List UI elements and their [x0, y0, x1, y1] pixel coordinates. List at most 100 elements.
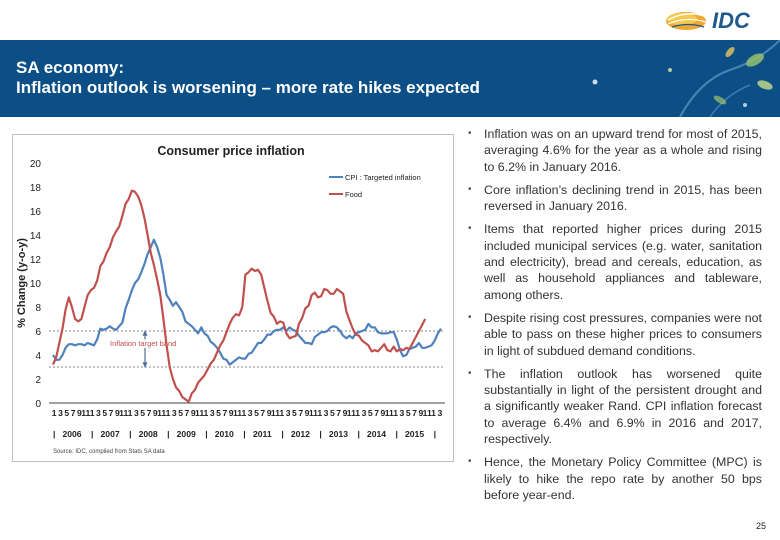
x-month-tick: 7	[412, 408, 417, 418]
year-separator: |	[129, 429, 131, 439]
x-year-label: 2014	[367, 429, 386, 439]
year-separator: |	[53, 429, 55, 439]
x-month-tick: 5	[330, 408, 335, 418]
chart-source: Source: IDC, compiled from Stats SA data	[53, 449, 165, 455]
x-month-tick: 9	[77, 408, 82, 418]
slide-title: SA economy: Inflation outlook is worseni…	[16, 58, 480, 98]
idc-logo-icon	[666, 12, 707, 30]
x-month-tick: 3	[286, 408, 291, 418]
x-month-tick: 7	[71, 408, 76, 418]
bullet-item: • Core inflation’s declining trend in 201…	[462, 182, 762, 215]
x-month-tick: 9	[381, 408, 386, 418]
y-tick-label: 16	[30, 207, 42, 218]
page-number: 25	[756, 521, 767, 531]
x-year-label: 2007	[101, 429, 120, 439]
cpi-chart-svg: Consumer price inflation 0 2 4 6 8 10 12 14 16 18 2…	[16, 144, 445, 455]
legend-label: CPI : Targeted inflation	[345, 173, 421, 182]
bullet-list: • Inflation was on an upward trend for mo…	[462, 126, 762, 510]
x-year-label: 2015	[405, 429, 424, 439]
x-month-tick: 7	[260, 408, 265, 418]
x-month-tick: 9	[153, 408, 158, 418]
x-month-tick: 5	[254, 408, 259, 418]
x-month-tick: 11	[271, 408, 280, 418]
year-separator: |	[434, 429, 436, 439]
x-month-tick: 11	[157, 408, 166, 418]
slide-title-line1: SA economy:	[16, 58, 125, 77]
y-tick-label: 20	[30, 159, 42, 170]
year-separator: |	[167, 429, 169, 439]
x-month-tick: 7	[147, 408, 152, 418]
x-month-tick: 3	[324, 408, 329, 418]
x-year-label: 2009	[177, 429, 196, 439]
x-month-tick: 9	[115, 408, 120, 418]
x-month-tick: 9	[191, 408, 196, 418]
x-month-tick: 11	[385, 408, 394, 418]
x-month-tick: 11	[81, 408, 90, 418]
x-month-tick: 5	[140, 408, 145, 418]
x-year-label: 2006	[62, 429, 81, 439]
x-month-tick: 3	[96, 408, 101, 418]
x-month-tick: 7	[298, 408, 303, 418]
year-separator: |	[319, 429, 321, 439]
series-line-food	[51, 189, 427, 403]
bullet-marker: •	[468, 128, 472, 139]
x-month-tick: 5	[216, 408, 221, 418]
x-month-tick: 9	[229, 408, 234, 418]
x-month-tick: 1	[166, 408, 171, 418]
x-year-label: 2010	[215, 429, 234, 439]
title-banner: SA economy: Inflation outlook is worseni…	[0, 40, 780, 117]
bullet-marker: •	[468, 367, 472, 379]
y-tick-label: 8	[35, 303, 41, 314]
y-axis-label: % Change (y-o-y)	[16, 238, 28, 328]
x-month-tick: 7	[109, 408, 114, 418]
x-month-tick: 5	[406, 408, 411, 418]
x-month-tick: 1	[128, 408, 133, 418]
annotation-arrowhead-up	[142, 330, 148, 336]
slide-title-line2: Inflation outlook is worsening – more ra…	[16, 78, 480, 97]
y-tick-label: 4	[35, 351, 41, 362]
bullet-text: The inflation outlook has worsened quite…	[484, 366, 762, 447]
x-month-tick: 3	[172, 408, 177, 418]
year-separator: |	[357, 429, 359, 439]
x-month-tick: 3	[58, 408, 63, 418]
bullet-marker: •	[468, 223, 472, 235]
x-month-tick: 1	[393, 408, 398, 418]
bullet-text: Despite rising cost pressures, companies…	[484, 310, 762, 358]
x-month-tick: 3	[362, 408, 367, 418]
year-separator: |	[396, 429, 398, 439]
x-month-tick: 7	[185, 408, 190, 418]
x-month-tick: 11	[233, 408, 242, 418]
x-month-tick: 3	[437, 408, 442, 418]
x-month-tick: 11	[423, 408, 432, 418]
logo-text: IDC	[712, 8, 750, 33]
legend-label: Food	[345, 190, 362, 199]
x-month-tick: 3	[248, 408, 253, 418]
x-year-label: 2013	[329, 429, 348, 439]
x-month-tick: 9	[267, 408, 272, 418]
x-month-tick: 11	[195, 408, 204, 418]
y-tick-label: 12	[30, 255, 42, 266]
x-month-tick: 11	[347, 408, 356, 418]
x-month-tick: 1	[317, 408, 322, 418]
cpi-chart: Consumer price inflation 0 2 4 6 8 10 12 14 16 18 2…	[12, 134, 454, 462]
x-month-tick: 1	[355, 408, 360, 418]
series-line-cpi-targeted-inflation	[52, 238, 442, 366]
bullet-item: • Despite rising cost pressures, companie…	[462, 310, 762, 359]
bullet-item: • Inflation was on an upward trend for mo…	[462, 126, 762, 175]
chart-title: Consumer price inflation	[157, 144, 304, 158]
bullet-text: Core inflation’s declining trend in 2015…	[484, 182, 762, 214]
x-month-tick: 5	[292, 408, 297, 418]
x-month-tick: 1	[90, 408, 95, 418]
y-tick-label: 2	[35, 375, 41, 386]
y-tick-label: 18	[30, 183, 42, 194]
x-month-tick: 3	[210, 408, 215, 418]
year-separator: |	[91, 429, 93, 439]
x-month-tick: 1	[241, 408, 246, 418]
bullet-item: • Hence, the Monetary Policy Committee (M…	[462, 454, 762, 503]
x-year-label: 2008	[139, 429, 158, 439]
annotation-label: Inflation target band	[110, 339, 176, 348]
x-month-tick: 7	[222, 408, 227, 418]
year-separator: |	[205, 429, 207, 439]
x-month-tick: 7	[336, 408, 341, 418]
bullet-item: • The inflation outlook has worsened quit…	[462, 366, 762, 447]
